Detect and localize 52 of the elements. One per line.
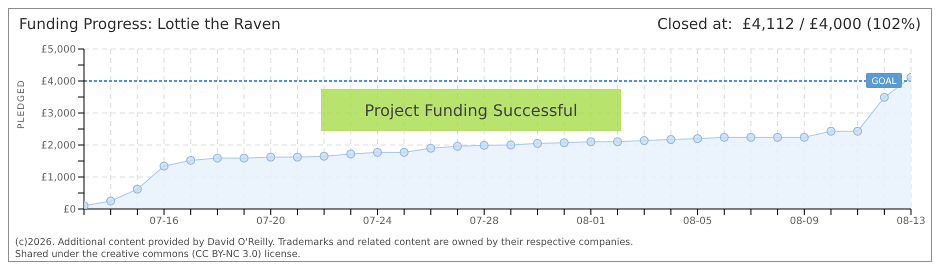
point xyxy=(480,140,489,150)
x-tick-label: 07-28 xyxy=(470,216,499,228)
point xyxy=(292,152,302,162)
chart-title: Funding Progress: Lottie the Raven xyxy=(19,15,281,33)
point xyxy=(640,136,649,146)
annotation: Project Funding Successful xyxy=(364,100,578,120)
point xyxy=(666,135,676,144)
point xyxy=(240,154,249,163)
chart-subtitle: Closed at: £4,112 / £4,000 (102%) xyxy=(657,15,921,33)
ref-line-label: GOAL xyxy=(871,77,897,87)
point xyxy=(372,148,382,157)
point xyxy=(506,140,516,150)
y-tick-label: £1,000 xyxy=(41,172,76,184)
y-tick-label: £2,000 xyxy=(41,140,76,152)
text: Shared under the creative commons (CC BY-NC 3.0) license. xyxy=(15,249,301,260)
point xyxy=(826,126,836,136)
point xyxy=(452,142,462,151)
point xyxy=(720,132,729,142)
point xyxy=(773,132,782,142)
point xyxy=(266,152,276,162)
x-tick-label: 08-13 xyxy=(896,216,926,228)
point xyxy=(160,162,169,171)
x-tick-label: 07-16 xyxy=(150,216,179,228)
point xyxy=(106,196,116,206)
point xyxy=(533,138,542,148)
point xyxy=(400,148,409,157)
y-tick-label: £0 xyxy=(63,204,76,216)
x-tick-label: 08-09 xyxy=(790,216,819,228)
point xyxy=(186,156,196,165)
y-tick-label: £5,000 xyxy=(41,44,76,56)
x-tick-label: 08-05 xyxy=(683,216,712,228)
point xyxy=(693,134,702,144)
point xyxy=(613,137,622,146)
y-axis-title: PLEDGED xyxy=(17,79,28,129)
point xyxy=(800,132,809,142)
x-tick-label: 07-20 xyxy=(256,216,286,228)
point xyxy=(853,126,862,136)
point xyxy=(746,132,756,142)
point xyxy=(880,92,889,102)
point xyxy=(560,138,569,148)
banner: Project Funding Successful xyxy=(321,89,621,131)
y-tick-label: £4,000 xyxy=(41,76,76,88)
x-tick-label: 07-24 xyxy=(362,216,392,228)
point xyxy=(426,144,436,153)
x-tick-label: 08-01 xyxy=(576,216,606,228)
text: (c)2026. Additional content provided by David O'Reilly. Trademarks and related content are owned by their respective companies. xyxy=(15,237,634,248)
point xyxy=(132,184,142,194)
point xyxy=(586,137,596,146)
y-tick-label: £3,000 xyxy=(41,108,76,120)
point xyxy=(212,154,222,163)
point xyxy=(346,149,356,158)
point xyxy=(320,152,329,161)
